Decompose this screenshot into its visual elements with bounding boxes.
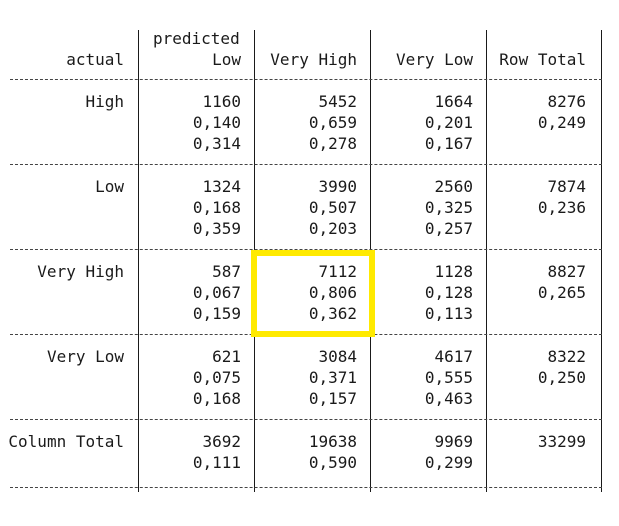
cell-row-prop-very-low: 0,555 [424, 368, 473, 387]
cell-row-prop-low: 0,168 [192, 198, 241, 217]
cell-row-prop-very-high: 0,507 [308, 198, 357, 217]
predicted-header: predicted [153, 29, 240, 48]
cell-count-row-total: 8322 [547, 347, 586, 366]
cell-col-prop-very-low: 0,463 [424, 389, 473, 408]
row-separator [10, 487, 602, 488]
cell-row-prop-row-total: 0,249 [537, 113, 586, 132]
cell-col-prop-low: 0,359 [192, 219, 241, 238]
row-separator [10, 249, 602, 250]
col-header-low: Low [212, 50, 241, 69]
actual-header: actual [66, 50, 124, 69]
row-separator [10, 79, 602, 80]
cell-col-prop-very-low: 0,257 [424, 219, 473, 238]
cell-count-very-high: 3084 [318, 347, 357, 366]
highlight-box [251, 250, 375, 337]
col-header-very-high: Very High [270, 50, 357, 69]
total-count-very-low: 9969 [434, 432, 473, 451]
cell-count-very-low: 1664 [434, 92, 473, 111]
cell-count-row-total: 8827 [547, 262, 586, 281]
total-count-row-total: 33299 [537, 432, 586, 451]
row-label: High [85, 92, 124, 111]
column-separator [601, 30, 602, 492]
cell-col-prop-low: 0,314 [192, 134, 241, 153]
cell-col-prop-very-high: 0,362 [308, 304, 357, 323]
column-separator [486, 30, 487, 492]
cell-col-prop-very-high: 0,157 [308, 389, 357, 408]
cell-row-prop-low: 0,140 [192, 113, 241, 132]
cell-row-prop-low: 0,067 [192, 283, 241, 302]
cell-count-low: 587 [212, 262, 241, 281]
row-label: Low [95, 177, 124, 196]
cell-count-low: 1160 [202, 92, 241, 111]
cell-row-prop-very-low: 0,325 [424, 198, 473, 217]
cell-row-prop-very-high: 0,806 [308, 283, 357, 302]
row-label: Very Low [46, 347, 124, 366]
cell-count-very-high: 3990 [318, 177, 357, 196]
total-count-low: 3692 [202, 432, 241, 451]
col-header-very-low: Very Low [395, 50, 473, 69]
row-separator [10, 164, 602, 165]
cell-col-prop-low: 0,168 [192, 389, 241, 408]
cell-count-low: 1324 [202, 177, 241, 196]
column-separator [138, 30, 139, 492]
cell-col-prop-very-high: 0,278 [308, 134, 357, 153]
total-prop-very-low: 0,299 [424, 453, 473, 472]
cell-count-very-low: 4617 [434, 347, 473, 366]
cell-row-prop-very-high: 0,371 [308, 368, 357, 387]
cell-count-very-low: 2560 [434, 177, 473, 196]
cell-col-prop-low: 0,159 [192, 304, 241, 323]
column-total-label: Column Total [8, 432, 124, 451]
cell-col-prop-very-high: 0,203 [308, 219, 357, 238]
cell-count-low: 621 [212, 347, 241, 366]
col-header-row-total: Row Total [499, 50, 586, 69]
cell-col-prop-very-low: 0,113 [424, 304, 473, 323]
cell-row-prop-very-high: 0,659 [308, 113, 357, 132]
cell-row-prop-low: 0,075 [192, 368, 241, 387]
cell-row-prop-row-total: 0,236 [537, 198, 586, 217]
row-separator [10, 419, 602, 420]
cell-count-row-total: 7874 [547, 177, 586, 196]
cell-count-very-high: 5452 [318, 92, 357, 111]
row-label: Very High [37, 262, 124, 281]
cell-row-prop-row-total: 0,250 [537, 368, 586, 387]
cell-count-very-high: 7112 [318, 262, 357, 281]
total-count-very-high: 19638 [308, 432, 357, 451]
cell-count-row-total: 8276 [547, 92, 586, 111]
cell-count-very-low: 1128 [434, 262, 473, 281]
total-prop-low: 0,111 [192, 453, 241, 472]
cell-col-prop-very-low: 0,167 [424, 134, 473, 153]
total-prop-very-high: 0,590 [308, 453, 357, 472]
cell-row-prop-very-low: 0,128 [424, 283, 473, 302]
cell-row-prop-very-low: 0,201 [424, 113, 473, 132]
cell-row-prop-row-total: 0,265 [537, 283, 586, 302]
